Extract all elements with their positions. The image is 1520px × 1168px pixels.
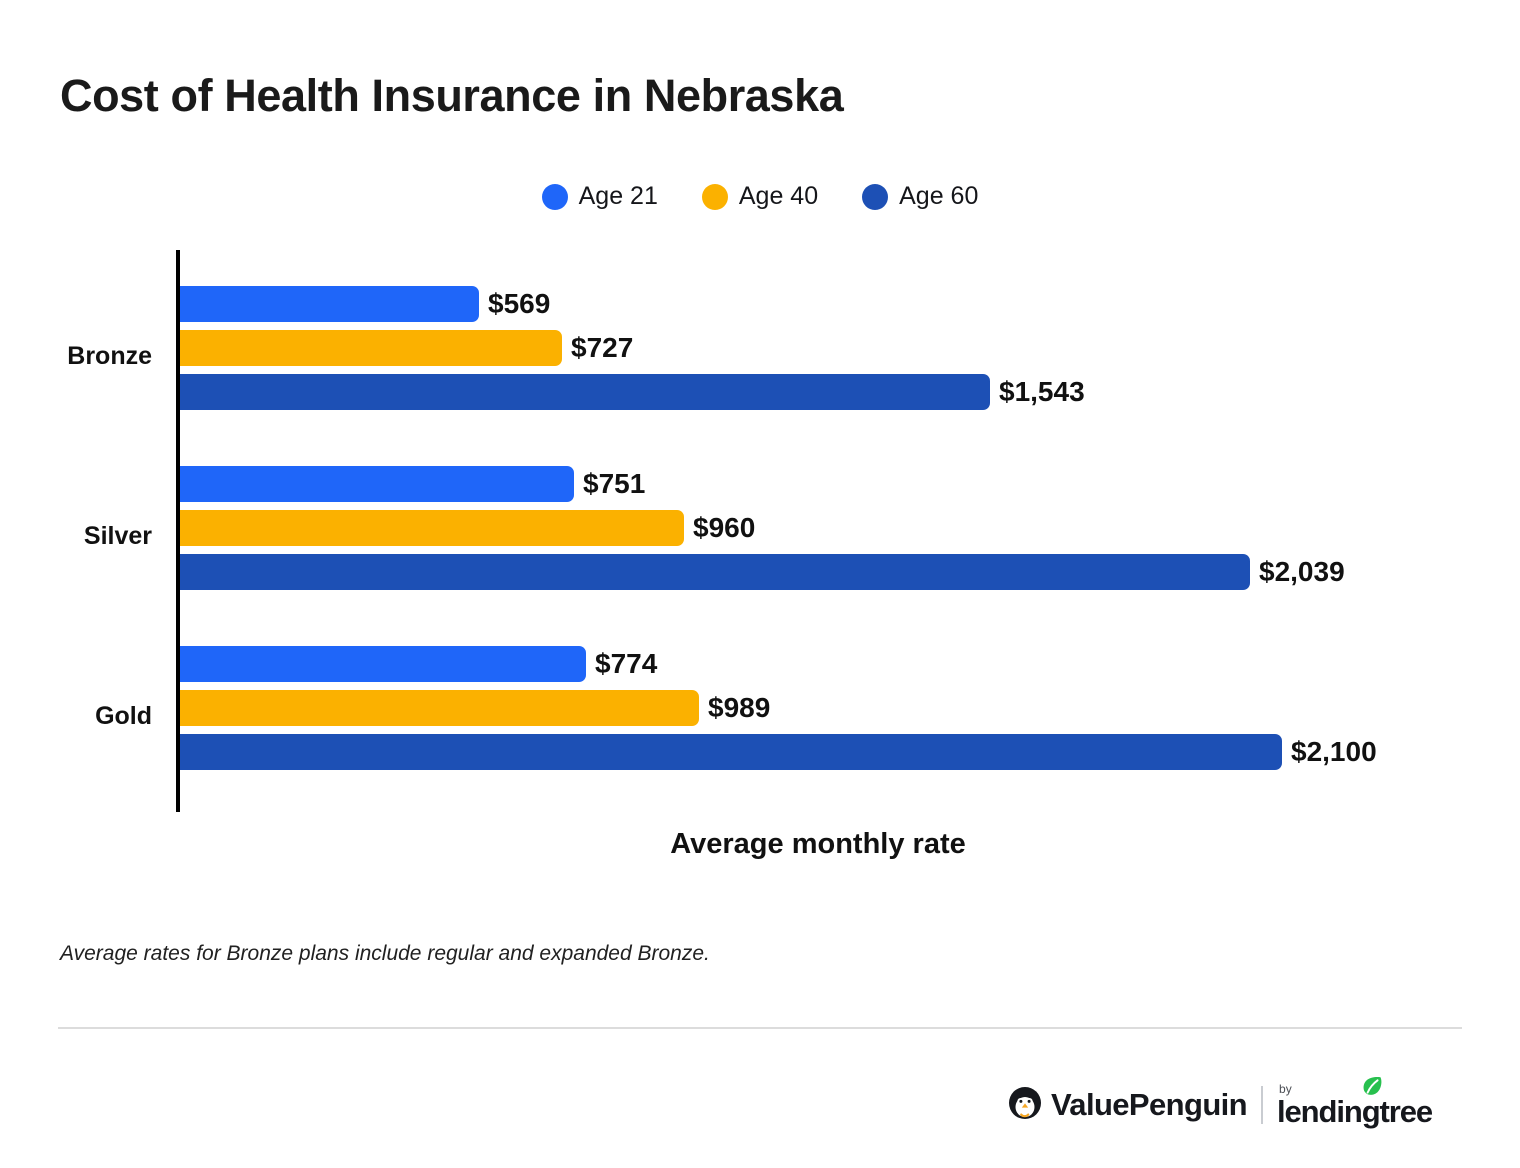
- lendingtree-wordmark: lendingtree: [1277, 1094, 1433, 1129]
- x-axis-title: Average monthly rate: [670, 828, 966, 860]
- category-label-silver: Silver: [83, 522, 152, 550]
- bar-silver-age-60[interactable]: [180, 554, 1250, 590]
- bar-gold-age-60[interactable]: [180, 734, 1282, 770]
- bar-gold-age-21[interactable]: [180, 646, 586, 682]
- bar-value-bronze-age-60: $1,543: [999, 376, 1085, 407]
- legend-label-age-60: Age 60: [899, 182, 979, 210]
- logo-separator: [1261, 1086, 1264, 1124]
- category-label-bronze: Bronze: [67, 342, 152, 370]
- leaf-icon: [1360, 1074, 1384, 1103]
- lendingtree-by-label: by: [1279, 1082, 1292, 1096]
- bar-silver-age-40[interactable]: [180, 510, 684, 546]
- legend-item-age-60[interactable]: Age 60: [862, 182, 978, 211]
- page-title: Cost of Health Insurance in Nebraska: [60, 70, 844, 121]
- legend-item-age-40[interactable]: Age 40: [701, 182, 819, 211]
- category-label-gold: Gold: [95, 702, 152, 730]
- legend-swatch-age-21: [541, 183, 568, 210]
- bar-bronze-age-40[interactable]: [180, 330, 562, 366]
- legend-swatch-age-60: [862, 183, 889, 210]
- bar-value-silver-age-21: $751: [583, 468, 646, 499]
- legend-item-age-21[interactable]: Age 21: [541, 182, 658, 211]
- footer-divider: [58, 1027, 1462, 1029]
- bar-silver-age-21[interactable]: [180, 466, 574, 502]
- valuepenguin-wordmark: ValuePenguin: [1050, 1087, 1248, 1122]
- bar-bronze-age-21[interactable]: [180, 286, 479, 322]
- legend-label-age-21: Age 21: [578, 182, 658, 210]
- y-axis-line: [176, 250, 180, 812]
- lendingtree-lockup[interactable]: by lendingtree: [1277, 1077, 1433, 1129]
- bar-gold-age-40[interactable]: [180, 690, 699, 726]
- chart-legend: Age 21 Age 40 Age 60: [0, 182, 1520, 211]
- bar-value-gold-age-21: $774: [595, 648, 658, 679]
- legend-label-age-40: Age 40: [738, 182, 819, 210]
- bars-layer: $569 $727 $1,543 $751 $960 $2,039 $774 $989 $2,1…: [180, 250, 1520, 815]
- legend-swatch-age-40: [701, 183, 728, 210]
- chart-footnote: Average rates for Bronze plans include r…: [60, 942, 710, 965]
- bar-bronze-age-60[interactable]: [180, 374, 990, 410]
- bar-value-gold-age-40: $989: [708, 692, 771, 723]
- plot-area: Bronze Silver Gold $569 $727 $1,543 $751 $96…: [0, 250, 1520, 815]
- bar-value-gold-age-60: $2,100: [1291, 736, 1377, 767]
- footer-logo[interactable]: ValuePenguin by lendingtree: [1008, 1077, 1433, 1129]
- bar-value-silver-age-40: $960: [693, 512, 756, 543]
- bar-value-bronze-age-21: $569: [488, 288, 551, 319]
- penguin-icon: [1008, 1086, 1042, 1125]
- bar-value-bronze-age-40: $727: [571, 332, 634, 363]
- valuepenguin-lockup[interactable]: ValuePenguin: [1008, 1086, 1248, 1125]
- bar-value-silver-age-60: $2,039: [1259, 556, 1345, 587]
